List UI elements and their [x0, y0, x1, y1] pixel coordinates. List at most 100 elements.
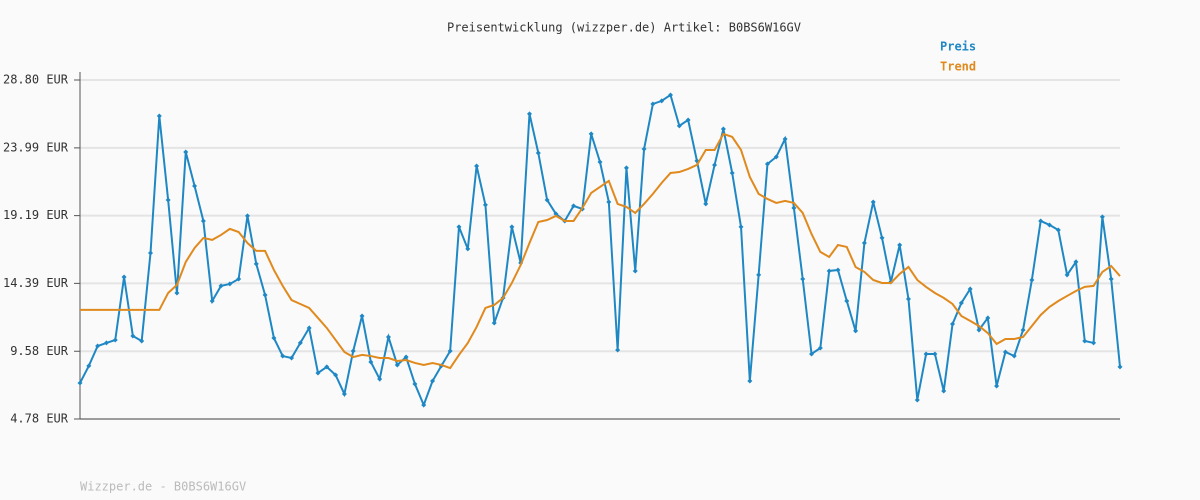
legend-label: Preis	[940, 40, 976, 54]
data-point	[271, 335, 277, 341]
data-point	[412, 381, 418, 387]
data-point	[174, 290, 180, 296]
y-tick-label: 14.39 EUR	[3, 276, 69, 290]
y-tick-label: 19.19 EUR	[3, 208, 69, 222]
data-point	[809, 351, 815, 357]
data-point	[306, 325, 312, 331]
data-point	[623, 165, 629, 171]
data-point	[729, 170, 735, 176]
data-point	[209, 298, 215, 304]
data-point	[597, 159, 603, 165]
data-point	[923, 351, 929, 357]
data-point	[588, 131, 594, 137]
data-point	[879, 235, 885, 241]
data-point	[200, 218, 206, 224]
data-point	[1038, 218, 1044, 224]
data-point	[826, 268, 832, 274]
data-point	[703, 201, 709, 207]
data-point	[1064, 272, 1070, 278]
data-point	[1108, 276, 1114, 282]
data-point	[685, 117, 691, 123]
data-point	[394, 362, 400, 368]
data-point	[985, 315, 991, 321]
data-point	[289, 355, 295, 361]
data-point	[1091, 340, 1097, 346]
data-point	[650, 101, 656, 107]
data-point	[844, 298, 850, 304]
data-point	[350, 348, 356, 354]
data-point	[333, 372, 339, 378]
data-point	[897, 242, 903, 248]
data-point	[156, 113, 162, 119]
data-point	[1055, 227, 1061, 233]
data-point	[632, 268, 638, 274]
data-point	[817, 345, 823, 351]
data-point	[1011, 353, 1017, 359]
data-point	[86, 363, 92, 369]
data-point	[676, 123, 682, 129]
data-point	[95, 343, 101, 349]
data-point	[262, 292, 268, 298]
data-point	[800, 276, 806, 282]
data-point	[103, 340, 109, 346]
data-point	[218, 283, 224, 289]
data-point	[668, 92, 674, 98]
data-point	[148, 250, 154, 256]
data-point	[835, 267, 841, 273]
data-point	[77, 380, 83, 386]
data-point	[756, 272, 762, 278]
data-point	[1046, 222, 1052, 228]
data-point	[377, 376, 383, 382]
data-point	[236, 276, 242, 282]
data-point	[385, 334, 391, 340]
data-point	[941, 388, 947, 394]
data-point	[1082, 338, 1088, 344]
data-point	[139, 338, 145, 344]
y-tick-label: 23.99 EUR	[3, 140, 69, 154]
data-point	[967, 286, 973, 292]
data-point	[482, 202, 488, 208]
data-point	[764, 161, 770, 167]
data-point	[244, 213, 250, 219]
data-point	[227, 281, 233, 287]
data-point	[932, 351, 938, 357]
data-point	[641, 146, 647, 152]
data-point	[905, 296, 911, 302]
data-point	[456, 224, 462, 230]
data-point	[535, 150, 541, 156]
y-tick-label: 28.80 EUR	[3, 73, 69, 87]
data-point	[112, 337, 118, 343]
data-point	[121, 274, 127, 280]
data-point	[421, 402, 427, 408]
data-point	[1073, 259, 1079, 265]
data-point	[403, 354, 409, 360]
data-point	[950, 321, 956, 327]
data-point	[1117, 364, 1123, 370]
data-point	[359, 313, 365, 319]
data-point	[738, 224, 744, 230]
data-point	[544, 197, 550, 203]
data-point	[853, 328, 859, 334]
data-point	[341, 391, 347, 397]
data-point	[615, 347, 621, 353]
data-point	[1099, 214, 1105, 220]
data-point	[870, 199, 876, 205]
data-point	[861, 240, 867, 246]
series-line	[80, 132, 1121, 370]
data-point	[253, 261, 259, 267]
data-point	[914, 397, 920, 403]
data-point	[747, 378, 753, 384]
data-point	[659, 98, 665, 104]
data-point	[1029, 277, 1035, 283]
data-point	[183, 149, 189, 155]
data-point	[782, 136, 788, 142]
data-point	[280, 353, 286, 359]
data-point	[315, 370, 321, 376]
data-point	[509, 224, 515, 230]
data-point	[712, 162, 718, 168]
data-point	[192, 183, 198, 189]
data-point	[297, 340, 303, 346]
data-point	[130, 333, 136, 339]
data-point	[958, 300, 964, 306]
